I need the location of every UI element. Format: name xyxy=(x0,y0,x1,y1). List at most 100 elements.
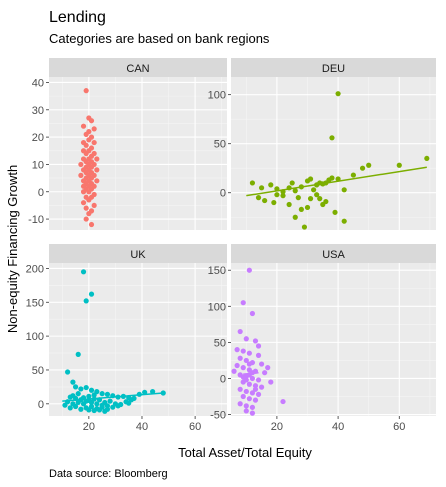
y-tick-label: 150 xyxy=(26,297,44,309)
data-point xyxy=(99,391,105,397)
data-point xyxy=(72,384,79,390)
data-point xyxy=(255,377,262,383)
data-point xyxy=(258,361,265,367)
data-point xyxy=(107,398,113,404)
data-point xyxy=(123,399,129,405)
data-point xyxy=(286,201,292,208)
data-point xyxy=(83,88,89,94)
y-tick-label: 20 xyxy=(32,132,44,144)
data-point xyxy=(91,392,97,398)
data-point xyxy=(265,365,271,371)
x-tick-label: 40 xyxy=(332,421,344,433)
data-point xyxy=(142,389,148,395)
data-point xyxy=(255,343,262,349)
y-tick-label: 100 xyxy=(26,331,44,343)
facet-strip-label: DEU xyxy=(322,63,345,75)
data-point xyxy=(78,386,84,392)
data-point xyxy=(80,269,87,275)
data-point xyxy=(94,178,100,184)
data-point xyxy=(249,390,256,396)
x-axis-title: Total Asset/Total Equity xyxy=(178,445,312,460)
data-point xyxy=(83,142,89,148)
data-point xyxy=(298,206,304,213)
data-point xyxy=(258,384,265,390)
data-point xyxy=(102,408,108,414)
data-point xyxy=(67,405,73,411)
data-point xyxy=(243,357,249,364)
y-tick-label: 10 xyxy=(32,159,44,171)
data-point xyxy=(94,156,100,162)
data-point xyxy=(91,139,97,146)
facet-strip-label: CAN xyxy=(126,63,149,75)
y-tick-label: 50 xyxy=(32,365,44,377)
facet-uk: UK 0 50 100 150 200 20 40 60 xyxy=(26,244,227,433)
facet-panels: CAN-10010203040DEU050100UK05010015020020… xyxy=(26,58,436,433)
y-tick-label: 50 xyxy=(214,337,226,349)
y-tick-label: -50 xyxy=(210,410,226,422)
x-tick-label: 60 xyxy=(189,421,201,433)
data-point xyxy=(231,368,237,374)
data-point xyxy=(295,195,301,201)
data-point xyxy=(94,401,100,407)
data-point xyxy=(252,383,259,389)
data-point xyxy=(70,393,76,399)
facet-usa: USA -50 0 50 100 150 20 40 60 xyxy=(208,244,436,433)
data-point xyxy=(237,328,243,335)
data-point xyxy=(80,401,87,407)
data-point xyxy=(75,351,81,357)
data-point xyxy=(83,216,89,222)
data-point xyxy=(271,199,277,206)
data-point xyxy=(86,197,92,203)
data-point xyxy=(424,155,430,162)
data-point xyxy=(88,387,95,393)
data-point xyxy=(237,355,243,361)
y-tick-label: 50 xyxy=(214,139,226,151)
data-point xyxy=(280,193,286,199)
data-point xyxy=(329,175,335,181)
y-tick-label: 200 xyxy=(26,263,44,275)
data-point xyxy=(240,374,246,380)
data-point xyxy=(329,135,335,141)
y-tick-label: 30 xyxy=(32,105,44,117)
data-point xyxy=(80,189,87,195)
data-point xyxy=(359,165,366,171)
data-point xyxy=(249,310,256,317)
panel-background xyxy=(49,77,227,230)
data-point xyxy=(86,393,92,399)
data-point xyxy=(262,197,268,204)
data-point xyxy=(234,362,240,369)
trend-line xyxy=(62,392,164,402)
panel-background xyxy=(231,263,436,416)
data-point xyxy=(243,408,249,414)
data-point xyxy=(366,162,372,168)
facet-can: CAN -10 0 10 20 30 40 xyxy=(28,58,227,230)
data-point xyxy=(341,218,347,224)
data-point xyxy=(289,180,295,186)
data-point xyxy=(91,407,97,414)
data-point xyxy=(75,399,81,406)
data-point xyxy=(246,396,252,402)
data-point xyxy=(78,172,84,178)
trend-line xyxy=(243,371,259,375)
data-point xyxy=(304,204,311,211)
panel-background xyxy=(49,263,227,416)
data-point xyxy=(80,123,87,129)
data-point xyxy=(62,402,68,408)
data-point xyxy=(70,379,76,385)
y-tick-label: -10 xyxy=(28,214,44,226)
y-tick-label: 40 xyxy=(32,77,44,89)
data-point xyxy=(350,172,356,178)
data-point xyxy=(112,401,119,407)
data-point xyxy=(86,189,92,195)
data-point xyxy=(83,205,89,211)
data-point xyxy=(88,221,95,228)
data-point xyxy=(83,131,89,137)
data-point xyxy=(268,182,274,188)
data-point xyxy=(128,397,134,403)
data-point xyxy=(252,397,259,403)
y-tick-label: 0 xyxy=(38,399,44,411)
x-tick-label: 60 xyxy=(393,421,405,433)
data-point xyxy=(255,195,262,201)
data-point xyxy=(80,200,87,206)
